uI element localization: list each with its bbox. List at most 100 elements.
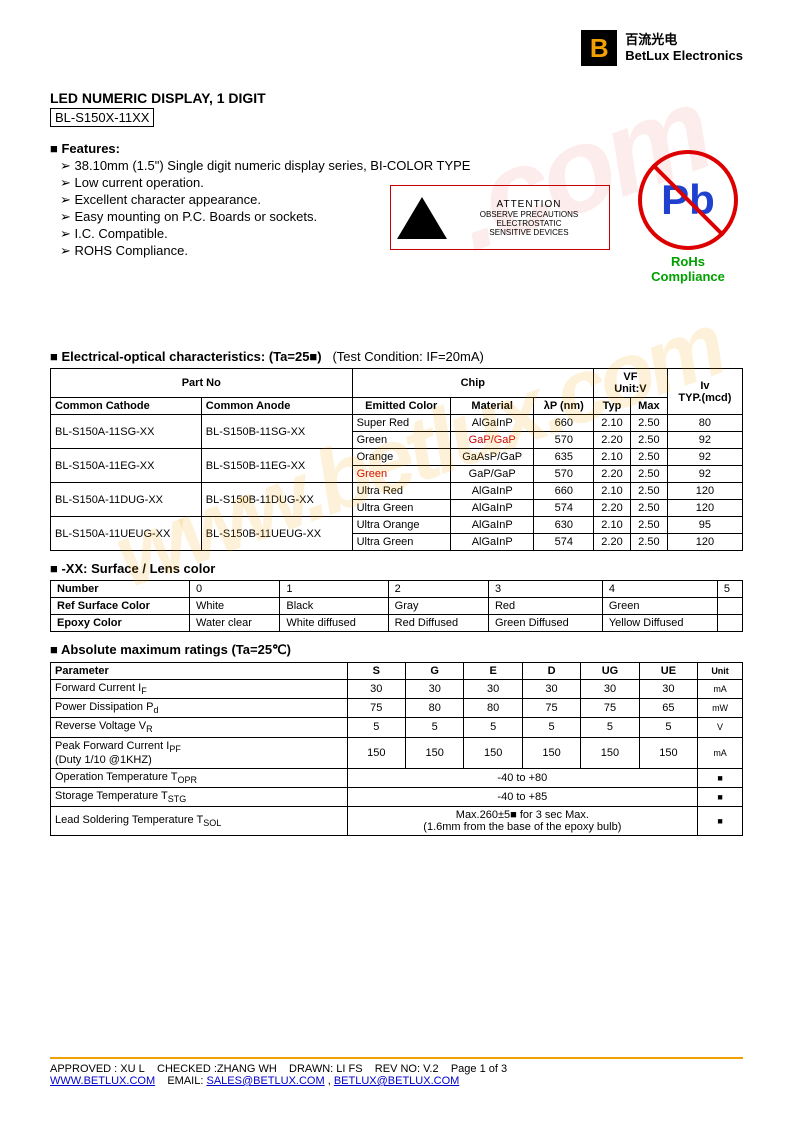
cell-mat: GaP/GaP: [450, 432, 534, 449]
abs-value: 5: [406, 718, 464, 737]
cell-lp: 574: [534, 500, 594, 517]
abs-value: 30: [639, 680, 697, 699]
elec-test-condition: (Test Condition: IF=20mA): [332, 349, 483, 364]
abs-header: G: [406, 663, 464, 680]
abs-value: 150: [639, 737, 697, 768]
rohs-pb-text: Pb: [661, 176, 715, 224]
cell-ca: BL-S150B-11UEUG-XX: [201, 517, 352, 551]
footer-rev: REV NO: V.2: [375, 1063, 439, 1075]
cell-iv: 92: [667, 449, 742, 466]
cell-lp: 574: [534, 534, 594, 551]
abs-unit: V: [698, 718, 743, 737]
logo-english: BetLux Electronics: [625, 48, 743, 64]
cell-max: 2.50: [630, 500, 667, 517]
cell-typ: 2.20: [594, 500, 631, 517]
company-logo: B 百流光电 BetLux Electronics: [581, 30, 743, 66]
footer-email2-link[interactable]: BETLUX@BETLUX.COM: [334, 1075, 459, 1087]
cell-iv: 120: [667, 500, 742, 517]
cell-lp: 630: [534, 517, 594, 534]
part-number: BL-S150X-11XX: [50, 108, 154, 127]
esd-attention: ATTENTION: [455, 199, 603, 210]
cell-iv: 120: [667, 483, 742, 500]
lens-surface: Red: [488, 598, 602, 615]
cell-iv: 95: [667, 517, 742, 534]
abs-value: 150: [406, 737, 464, 768]
esd-line2: ELECTROSTATIC: [455, 219, 603, 228]
cell-max: 2.50: [630, 466, 667, 483]
cell-lp: 660: [534, 483, 594, 500]
abs-value: 75: [522, 699, 580, 718]
elec-heading: Electrical-optical characteristics: (Ta=…: [50, 349, 322, 364]
abs-span-value: -40 to +80: [347, 768, 698, 787]
th-typ: Typ: [594, 398, 631, 415]
cell-color: Ultra Green: [352, 500, 450, 517]
lens-epoxy: Green Diffused: [488, 615, 602, 632]
abs-value: 150: [347, 737, 405, 768]
cell-color: Ultra Red: [352, 483, 450, 500]
th-ca: Common Anode: [201, 398, 352, 415]
esd-warning-box: ATTENTION OBSERVE PRECAUTIONS ELECTROSTA…: [390, 185, 610, 250]
abs-header: Parameter: [51, 663, 348, 680]
abs-unit: ■: [698, 807, 743, 836]
cell-lp: 660: [534, 415, 594, 432]
lens-label-surface: Ref Surface Color: [51, 598, 190, 615]
abs-param: Lead Soldering Temperature TSOL: [51, 807, 348, 836]
lens-epoxy: White diffused: [280, 615, 388, 632]
cell-cc: BL-S150A-11EG-XX: [51, 449, 202, 483]
lens-surface: Gray: [388, 598, 488, 615]
cell-typ: 2.20: [594, 534, 631, 551]
th-chip: Chip: [352, 369, 594, 398]
abs-value: 80: [406, 699, 464, 718]
cell-mat: AlGaInP: [450, 500, 534, 517]
abs-value: 150: [522, 737, 580, 768]
cell-cc: BL-S150A-11DUG-XX: [51, 483, 202, 517]
esd-line3: SENSITIVE DEVICES: [455, 228, 603, 237]
cell-max: 2.50: [630, 483, 667, 500]
abs-value: 75: [581, 699, 639, 718]
abs-header: UE: [639, 663, 697, 680]
abs-param: Forward Current IF: [51, 680, 348, 699]
cell-lp: 570: [534, 466, 594, 483]
abs-value: 5: [347, 718, 405, 737]
document-title: LED NUMERIC DISPLAY, 1 DIGIT: [50, 90, 743, 106]
footer-url-link[interactable]: WWW.BETLUX.COM: [50, 1075, 155, 1087]
th-part-no: Part No: [51, 369, 353, 398]
abs-value: 5: [464, 718, 522, 737]
abs-span-value: Max.260±5■ for 3 sec Max. (1.6mm from th…: [347, 807, 698, 836]
abs-param: Peak Forward Current IPF(Duty 1/10 @1KHZ…: [51, 737, 348, 768]
abs-header: Unit: [698, 663, 743, 680]
lens-epoxy: Yellow Diffused: [602, 615, 717, 632]
lens-epoxy: Water clear: [190, 615, 280, 632]
lens-number: 3: [488, 581, 602, 598]
th-material: Material: [450, 398, 534, 415]
cell-max: 2.50: [630, 449, 667, 466]
cell-max: 2.50: [630, 432, 667, 449]
abs-param: Storage Temperature TSTG: [51, 787, 348, 806]
lens-label-number: Number: [51, 581, 190, 598]
cell-iv: 80: [667, 415, 742, 432]
electrical-table: Part No Chip VFUnit:V IvTYP.(mcd) Common…: [50, 368, 743, 551]
th-vf: VFUnit:V: [594, 369, 668, 398]
abs-param: Power Dissipation Pd: [51, 699, 348, 718]
logo-chinese: 百流光电: [625, 32, 743, 48]
footer-checked: CHECKED :ZHANG WH: [157, 1063, 277, 1075]
lens-number: 4: [602, 581, 717, 598]
cell-typ: 2.10: [594, 449, 631, 466]
lens-number: 0: [190, 581, 280, 598]
cell-color: Ultra Orange: [352, 517, 450, 534]
cell-typ: 2.10: [594, 517, 631, 534]
cell-max: 2.50: [630, 534, 667, 551]
cell-ca: BL-S150B-11EG-XX: [201, 449, 352, 483]
cell-color: Orange: [352, 449, 450, 466]
lens-number: 5: [717, 581, 742, 598]
cell-color: Super Red: [352, 415, 450, 432]
abs-value: 5: [639, 718, 697, 737]
abs-value: 30: [406, 680, 464, 699]
footer-page: Page 1 of 3: [451, 1063, 507, 1075]
cell-iv: 92: [667, 466, 742, 483]
cell-typ: 2.10: [594, 415, 631, 432]
footer-email1-link[interactable]: SALES@BETLUX.COM: [206, 1075, 324, 1087]
esd-triangle-icon: [397, 197, 447, 239]
cell-mat: GaP/GaP: [450, 466, 534, 483]
th-lambda: λP (nm): [534, 398, 594, 415]
